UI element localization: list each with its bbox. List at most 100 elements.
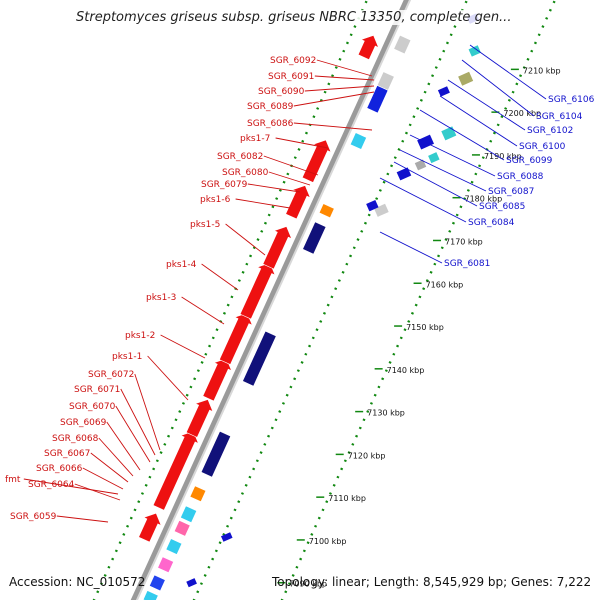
gene-label-left: SGR_6069	[60, 418, 107, 428]
gene-block	[396, 167, 412, 181]
scale-tick-label: 7180 kbp	[464, 195, 502, 204]
leader-line	[90, 452, 129, 483]
leader-line	[160, 334, 206, 359]
scale-tick-label: 7090 kbp	[289, 580, 327, 589]
leader-line	[293, 122, 373, 131]
leader-line	[419, 109, 505, 161]
gene-block	[142, 590, 159, 600]
genome-title: Streptomyces griseus subsp. griseus NBRC…	[74, 10, 514, 25]
leader-line	[379, 231, 443, 264]
gene-block	[189, 485, 207, 503]
guide-dotted-line-scale	[280, 0, 557, 600]
leader-line	[268, 171, 311, 186]
backbone-line	[130, 0, 411, 600]
leader-line	[106, 421, 141, 471]
scale-tick-label: 7200 kbp	[503, 109, 541, 118]
gene-label-left: SGR_6089	[247, 102, 294, 112]
gene-label-left: pks1-2	[125, 331, 155, 341]
gene-block	[180, 505, 198, 524]
leader-line	[201, 263, 239, 291]
gene-label-left: SGR_6090	[258, 87, 305, 97]
gene-label-left: SGR_6091	[268, 72, 314, 82]
leader-line	[147, 355, 189, 401]
gene-block	[152, 430, 199, 511]
leader-line	[461, 59, 535, 117]
scale-tick-label: 7140 kbp	[387, 366, 425, 375]
gene-block	[220, 532, 233, 542]
gene-label-left: SGR_6059	[10, 512, 57, 522]
gene-block	[285, 185, 311, 220]
scale-tick-label: 7210 kbp	[523, 66, 561, 75]
scale-tick-label: 7190 kbp	[484, 152, 522, 161]
gene-block	[239, 262, 276, 320]
gene-label-left: SGR_6086	[247, 119, 294, 129]
gene-label-right: SGR_6081	[444, 259, 490, 269]
gene-label-left: SGR_6072	[88, 370, 134, 380]
gene-label-left: pks1-3	[146, 293, 176, 303]
gene-label-right: SGR_6088	[497, 172, 544, 182]
leader-line	[115, 405, 151, 463]
topology-text: Topology: linear; Length: 8,545,929 bp; …	[272, 575, 592, 589]
gene-block	[165, 538, 183, 555]
gene-label-right: SGR_6099	[506, 156, 553, 166]
leader-line	[399, 149, 487, 192]
gene-block	[148, 574, 166, 592]
scale-tick-label: 7150 kbp	[406, 323, 444, 332]
backbone-highlight	[135, 0, 412, 600]
scale-tick-label: 7160 kbp	[426, 280, 464, 289]
leader-line	[56, 515, 109, 523]
leader-line	[469, 44, 547, 100]
gene-block	[157, 556, 174, 574]
scale-tick-label: 7110 kbp	[328, 494, 366, 503]
gene-label-right: SGR_6084	[468, 218, 515, 228]
gene-label-left: pks1-6	[200, 195, 231, 205]
gene-block	[428, 152, 440, 164]
gene-label-left: SGR_6068	[52, 434, 99, 444]
gene-label-left: SGR_6092	[270, 56, 316, 66]
gene-block	[393, 34, 412, 55]
gene-label-left: SGR_6067	[44, 449, 90, 459]
accession-text: Accession: NC_010572	[9, 575, 146, 589]
leader-line	[134, 373, 161, 451]
leader-line	[74, 483, 121, 501]
gene-block	[185, 399, 214, 438]
gene-block	[318, 203, 335, 219]
gene-block	[437, 86, 450, 97]
gene-label-right: SGR_6106	[548, 95, 595, 105]
leader-line	[120, 388, 156, 456]
leader-line	[235, 198, 291, 209]
gene-block	[173, 520, 191, 537]
leader-line	[247, 183, 301, 193]
guide-dotted-line-left	[92, 0, 369, 600]
gene-label-left: SGR_6070	[69, 402, 116, 412]
scale-tick-label: 7120 kbp	[348, 451, 386, 460]
leader-line	[393, 161, 478, 207]
leader-line	[293, 91, 375, 107]
gene-block	[262, 226, 293, 270]
scale-tick-label: 7130 kbp	[367, 409, 405, 418]
leader-line	[316, 59, 373, 77]
leader-line	[82, 467, 124, 490]
gene-block	[302, 221, 327, 255]
gene-block	[366, 199, 379, 212]
leader-line	[23, 478, 119, 495]
gene-label-right: SGR_6087	[488, 187, 534, 197]
leader-line	[447, 79, 526, 131]
gene-block	[458, 71, 474, 86]
gene-block	[349, 132, 367, 150]
gene-label-left: SGR_6071	[74, 385, 120, 395]
gene-label-left: SGR_6082	[217, 152, 263, 162]
gene-label-left: SGR_6080	[222, 168, 269, 178]
gene-label-right: SGR_6104	[536, 112, 583, 122]
gene-block	[414, 159, 427, 171]
leader-line	[98, 437, 134, 477]
leader-line	[439, 95, 518, 147]
gene-block	[138, 512, 162, 543]
gene-block	[376, 71, 395, 91]
gene-label-right: SGR_6102	[527, 126, 573, 136]
gene-block	[219, 312, 253, 365]
gene-label-left: pks1-7	[240, 134, 270, 144]
gene-block	[441, 126, 457, 141]
